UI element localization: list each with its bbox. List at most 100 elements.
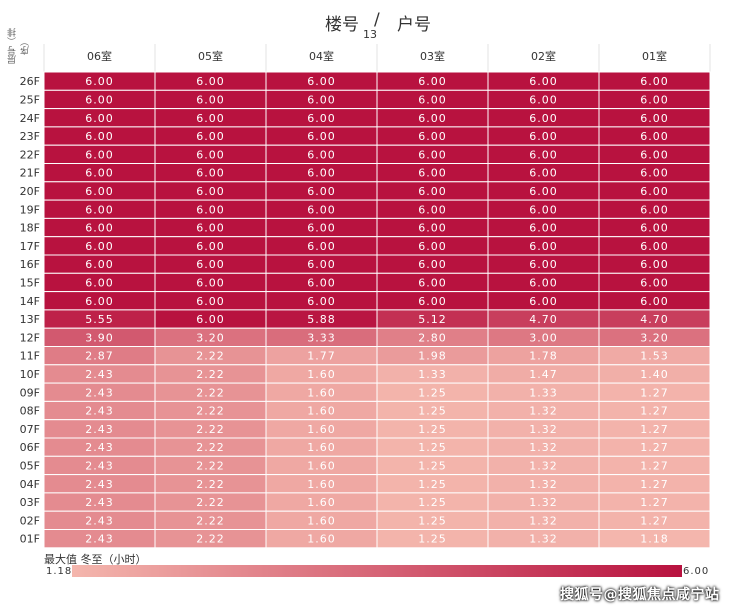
row-label: 23F [20, 130, 40, 143]
cell-value: 6.00 [307, 130, 336, 143]
cell-value: 6.00 [85, 222, 114, 235]
cell-value: 6.00 [85, 130, 114, 143]
cell-value: 6.00 [85, 93, 114, 106]
cell-value: 6.00 [529, 167, 558, 180]
cell-value: 6.00 [196, 167, 225, 180]
cell-value: 2.22 [196, 496, 225, 509]
cell-value: 1.25 [418, 478, 447, 491]
row-label: 19F [20, 203, 40, 216]
row-label: 26F [20, 75, 40, 88]
cell-value: 1.25 [418, 405, 447, 418]
cell-value: 4.70 [640, 313, 669, 326]
cell-value: 1.60 [307, 496, 336, 509]
cell-value: 1.25 [418, 496, 447, 509]
column-header: 06室 [87, 49, 112, 63]
cell-value: 6.00 [196, 93, 225, 106]
cell-value: 6.00 [418, 130, 447, 143]
cell-value: 6.00 [529, 75, 558, 88]
cell-value: 2.43 [85, 478, 114, 491]
cell-value: 6.00 [196, 258, 225, 271]
cell-value: 6.00 [640, 203, 669, 216]
row-label: 24F [20, 112, 40, 125]
column-header: 03室 [420, 49, 445, 63]
cell-value: 2.43 [85, 386, 114, 399]
row-label: 18F [20, 222, 40, 235]
cell-value: 6.00 [640, 75, 669, 88]
cell-value: 1.33 [529, 386, 558, 399]
cell-value: 1.60 [307, 459, 336, 472]
row-label: 08F [20, 405, 40, 418]
cell-value: 6.00 [418, 203, 447, 216]
cell-value: 1.27 [640, 386, 669, 399]
cell-value: 1.32 [529, 533, 558, 546]
cell-value: 1.25 [418, 423, 447, 436]
cell-value: 6.00 [529, 222, 558, 235]
cell-value: 6.00 [640, 93, 669, 106]
cell-value: 1.32 [529, 459, 558, 472]
cell-value: 6.00 [640, 112, 669, 125]
cell-value: 6.00 [418, 258, 447, 271]
cell-value: 1.60 [307, 423, 336, 436]
title-unit: 户号 [397, 15, 431, 35]
cell-value: 3.20 [640, 331, 669, 344]
cell-value: 6.00 [529, 93, 558, 106]
cell-value: 1.40 [640, 368, 669, 381]
cell-value: 3.00 [529, 331, 558, 344]
cell-value: 6.00 [307, 295, 336, 308]
row-label: 01F [20, 533, 40, 546]
legend-min: 1.18 [46, 566, 73, 577]
cell-value: 2.43 [85, 368, 114, 381]
row-label: 21F [20, 167, 40, 180]
cell-value: 1.27 [640, 496, 669, 509]
cell-value: 2.43 [85, 533, 114, 546]
cell-value: 6.00 [196, 75, 225, 88]
row-label: 17F [20, 240, 40, 253]
cell-value: 6.00 [529, 295, 558, 308]
cell-value: 6.00 [418, 276, 447, 289]
cell-value: 6.00 [529, 130, 558, 143]
cell-value: 1.25 [418, 514, 447, 527]
cell-value: 6.00 [418, 295, 447, 308]
cell-value: 1.78 [529, 350, 558, 363]
heatmap-chart: 06室 05室 04室 03室 02室 01室 26F 6.00 6.00 6.00 6.00 6.0… [20, 44, 711, 549]
cell-value: 2.22 [196, 368, 225, 381]
column-header: 04室 [309, 49, 334, 63]
cell-value: 1.60 [307, 441, 336, 454]
cell-value: 1.60 [307, 533, 336, 546]
cell-value: 6.00 [196, 130, 225, 143]
cell-value: 1.18 [640, 533, 669, 546]
cell-value: 1.60 [307, 405, 336, 418]
cell-value: 2.43 [85, 496, 114, 509]
cell-value: 6.00 [640, 185, 669, 198]
row-label: 13F [20, 313, 40, 326]
cell-value: 1.60 [307, 368, 336, 381]
cell-value: 6.00 [196, 112, 225, 125]
cell-value: 2.43 [85, 423, 114, 436]
cell-value: 6.00 [640, 167, 669, 180]
cell-value: 2.22 [196, 386, 225, 399]
cell-value: 1.32 [529, 496, 558, 509]
cell-value: 6.00 [418, 148, 447, 161]
cell-value: 2.43 [85, 514, 114, 527]
row-label: 14F [20, 295, 40, 308]
cell-value: 6.00 [307, 240, 336, 253]
cell-value: 6.00 [307, 148, 336, 161]
cell-value: 6.00 [85, 167, 114, 180]
title-separator: / [374, 10, 380, 30]
cell-value: 5.88 [307, 313, 336, 326]
cell-value: 1.60 [307, 514, 336, 527]
cell-value: 2.80 [418, 331, 447, 344]
cell-value: 6.00 [418, 222, 447, 235]
cell-value: 2.22 [196, 533, 225, 546]
cell-value: 1.33 [418, 368, 447, 381]
cell-value: 6.00 [196, 148, 225, 161]
cell-value: 2.22 [196, 405, 225, 418]
cell-value: 2.22 [196, 350, 225, 363]
chart-title: 楼号 / 户号 [0, 10, 740, 35]
cell-value: 6.00 [307, 258, 336, 271]
cell-value: 6.00 [85, 295, 114, 308]
cell-value: 2.22 [196, 423, 225, 436]
cell-value: 6.00 [640, 130, 669, 143]
cell-value: 6.00 [196, 295, 225, 308]
cell-value: 6.00 [196, 222, 225, 235]
